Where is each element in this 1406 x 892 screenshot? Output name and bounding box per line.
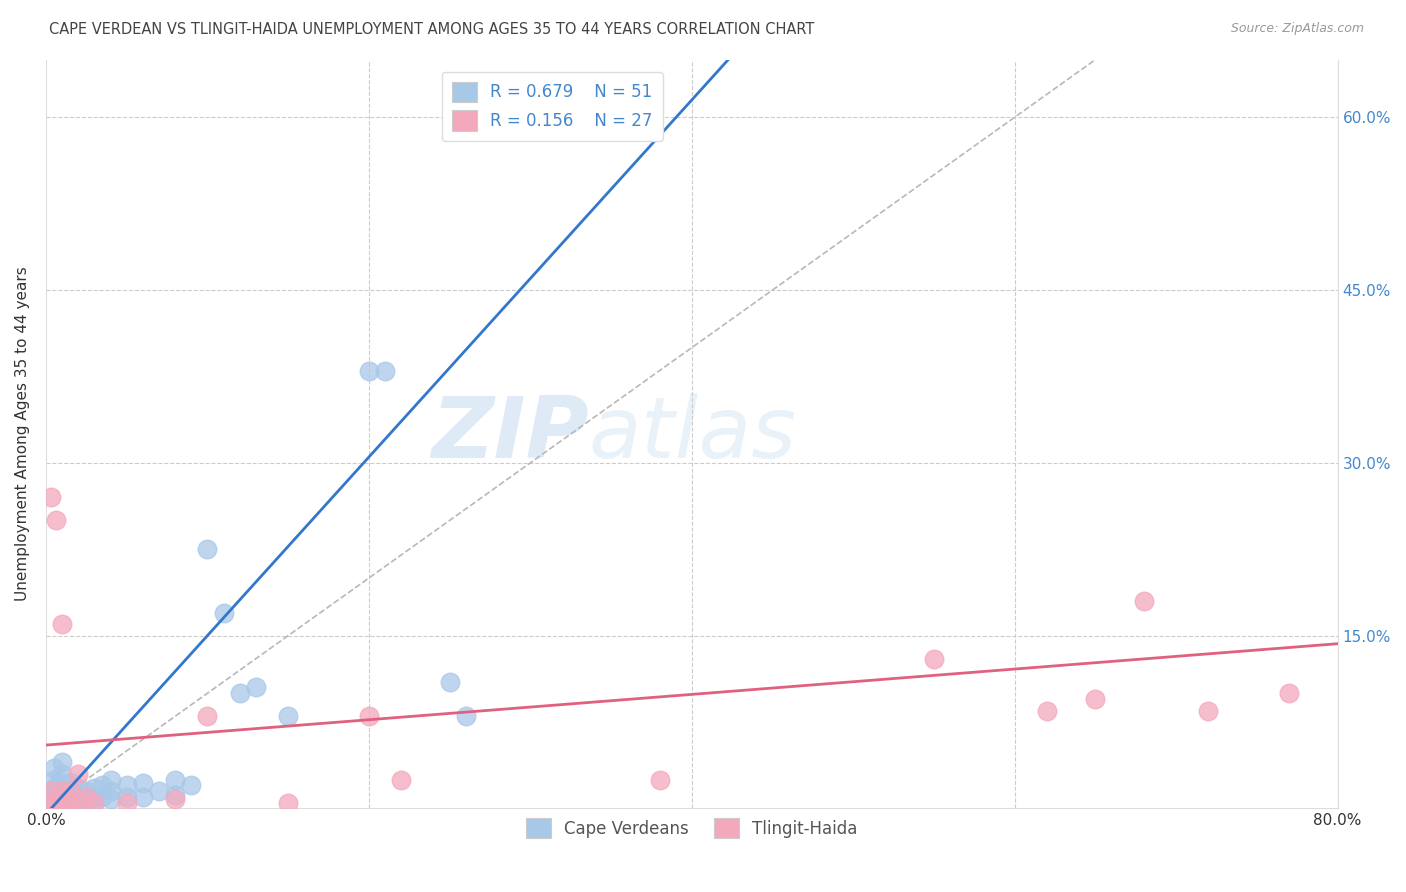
Point	[60, 776, 83, 790]
Point	[67, 796, 90, 810]
Point	[42, 788, 65, 802]
Point	[42, 780, 65, 795]
Point	[1036, 704, 1059, 718]
Point	[67, 796, 90, 810]
Text: Source: ZipAtlas.com: Source: ZipAtlas.com	[1230, 22, 1364, 36]
Point	[75, 789, 97, 804]
Point	[39, 796, 62, 810]
Point	[1133, 594, 1156, 608]
Text: atlas: atlas	[589, 392, 796, 475]
Point	[212, 606, 235, 620]
Point	[45, 513, 67, 527]
Point	[60, 796, 83, 810]
Point	[42, 796, 65, 810]
Point	[56, 776, 79, 790]
Point	[439, 674, 461, 689]
Point	[1278, 686, 1301, 700]
Point	[51, 780, 73, 795]
Point	[67, 767, 90, 781]
Point	[51, 796, 73, 810]
Point	[56, 788, 79, 802]
Point	[197, 542, 219, 557]
Point	[115, 796, 138, 810]
Point	[165, 792, 187, 806]
Text: ZIP: ZIP	[430, 392, 589, 475]
Text: CAPE VERDEAN VS TLINGIT-HAIDA UNEMPLOYMENT AMONG AGES 35 TO 44 YEARS CORRELATION: CAPE VERDEAN VS TLINGIT-HAIDA UNEMPLOYME…	[49, 22, 814, 37]
Point	[277, 709, 299, 723]
Point	[48, 784, 70, 798]
Point	[39, 491, 62, 505]
Legend: Cape Verdeans, Tlingit-Haida: Cape Verdeans, Tlingit-Haida	[519, 812, 865, 845]
Point	[59, 784, 82, 798]
Point	[374, 364, 396, 378]
Point	[39, 784, 62, 798]
Point	[277, 796, 299, 810]
Point	[148, 784, 170, 798]
Point	[75, 784, 97, 798]
Point	[228, 686, 250, 700]
Point	[60, 784, 83, 798]
Point	[51, 617, 73, 632]
Point	[389, 772, 412, 787]
Point	[91, 789, 114, 804]
Point	[100, 792, 122, 806]
Point	[180, 778, 202, 792]
Point	[45, 796, 67, 810]
Point	[100, 784, 122, 798]
Point	[357, 709, 380, 723]
Point	[75, 789, 97, 804]
Point	[132, 776, 155, 790]
Point	[56, 796, 79, 810]
Point	[48, 796, 70, 810]
Point	[51, 756, 73, 770]
Point	[245, 681, 267, 695]
Point	[83, 796, 105, 810]
Point	[83, 796, 105, 810]
Point	[51, 796, 73, 810]
Point	[1198, 704, 1220, 718]
Point	[83, 780, 105, 795]
Point	[454, 709, 477, 723]
Point	[165, 788, 187, 802]
Point	[42, 772, 65, 787]
Point	[648, 772, 671, 787]
Point	[59, 796, 82, 810]
Point	[75, 796, 97, 810]
Point	[132, 789, 155, 804]
Point	[51, 789, 73, 804]
Point	[51, 767, 73, 781]
Point	[42, 761, 65, 775]
Point	[48, 776, 70, 790]
Point	[357, 364, 380, 378]
Point	[1084, 692, 1107, 706]
Point	[100, 772, 122, 787]
Point	[83, 789, 105, 804]
Point	[115, 778, 138, 792]
Point	[51, 784, 73, 798]
Y-axis label: Unemployment Among Ages 35 to 44 years: Unemployment Among Ages 35 to 44 years	[15, 267, 30, 601]
Point	[922, 651, 945, 665]
Point	[91, 778, 114, 792]
Point	[115, 789, 138, 804]
Point	[67, 780, 90, 795]
Point	[165, 772, 187, 787]
Point	[60, 789, 83, 804]
Point	[67, 789, 90, 804]
Point	[197, 709, 219, 723]
